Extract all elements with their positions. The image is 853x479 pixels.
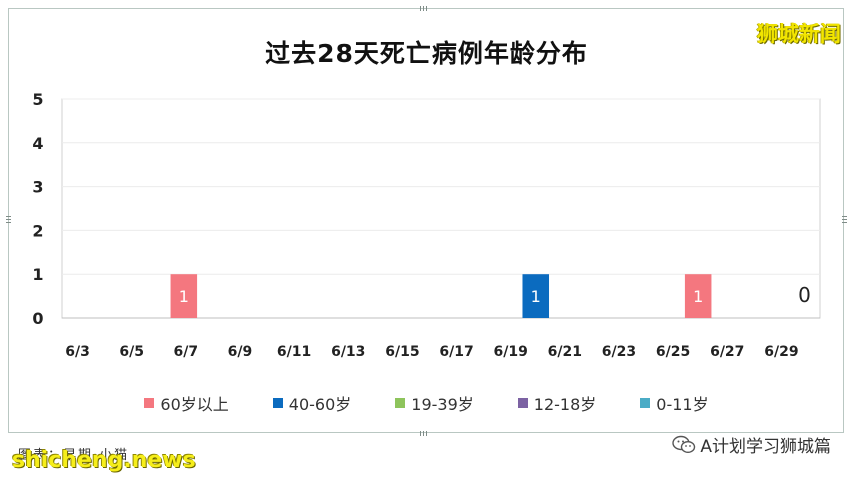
legend-label: 40-60岁 — [288, 395, 352, 414]
legend-item: 12-18岁 — [517, 391, 597, 415]
x-tick-label: 6/21 — [548, 344, 582, 360]
x-tick-label: 6/29 — [764, 344, 798, 360]
legend-swatch — [517, 398, 528, 408]
watermark: shicheng.news — [12, 448, 196, 473]
x-tick-label: 6/3 — [65, 344, 90, 360]
y-tick-label: 5 — [32, 90, 43, 109]
y-tick-label: 2 — [32, 221, 43, 240]
legend-label: 60岁以上 — [160, 395, 229, 414]
y-tick-label: 3 — [32, 178, 43, 197]
resize-handle-top[interactable] — [420, 6, 429, 11]
resize-handle-bottom[interactable] — [420, 431, 429, 436]
x-tick-label: 6/15 — [385, 344, 419, 360]
bar — [170, 274, 198, 318]
x-tick-label: 6/23 — [602, 344, 636, 360]
x-tick-label: 6/25 — [656, 344, 690, 360]
bar — [684, 274, 712, 318]
x-tick-label: 6/9 — [228, 344, 253, 360]
chart-title: 过去28天死亡病例年龄分布 — [265, 39, 588, 68]
x-tick-label: 6/27 — [710, 344, 744, 360]
brand-logo-text: 狮城新闻 — [757, 22, 841, 46]
legend-item: 0-11岁 — [640, 391, 709, 415]
source-note: 图表：早期·小猫 — [18, 448, 130, 463]
wechat-icon — [672, 435, 696, 453]
legend-item: 60岁以上 — [144, 391, 229, 415]
legend-label: 12-18岁 — [533, 395, 597, 414]
bar — [522, 274, 550, 318]
y-tick-label: 4 — [32, 134, 43, 153]
x-tick-label: 6/13 — [331, 344, 365, 360]
legend-label: 19-39岁 — [411, 395, 474, 414]
bar-data-label: 1 — [693, 287, 703, 306]
legend-item: 40-60岁 — [272, 391, 352, 415]
wechat-account[interactable]: A计划学习狮城篇 — [672, 432, 831, 457]
legend-swatch — [144, 398, 155, 408]
legend-item: 19-39岁 — [395, 391, 474, 415]
resize-handle-left[interactable] — [6, 216, 11, 225]
legend-label: 0-11岁 — [656, 395, 709, 414]
y-tick-label: 1 — [32, 265, 43, 284]
x-tick-label: 6/19 — [494, 344, 528, 360]
x-tick-label: 6/17 — [439, 344, 473, 360]
y-tick-label: 0 — [32, 309, 43, 328]
bar-data-label: 1 — [179, 287, 189, 306]
bar-data-label: 1 — [531, 287, 541, 306]
legend-swatch — [640, 398, 651, 408]
resize-handle-right[interactable] — [842, 216, 847, 225]
x-tick-label: 6/11 — [277, 344, 311, 360]
zero-annotation: 0 — [798, 283, 811, 307]
x-tick-label: 6/7 — [174, 344, 199, 360]
chart-frame — [8, 8, 844, 433]
wechat-label: A计划学习狮城篇 — [700, 437, 831, 457]
legend-swatch — [395, 398, 406, 408]
chart-legend: 60岁以上 40-60岁 19-39岁 12-18岁 0-11岁 — [0, 391, 853, 415]
legend-swatch — [272, 398, 283, 408]
x-tick-label: 6/5 — [119, 344, 144, 360]
